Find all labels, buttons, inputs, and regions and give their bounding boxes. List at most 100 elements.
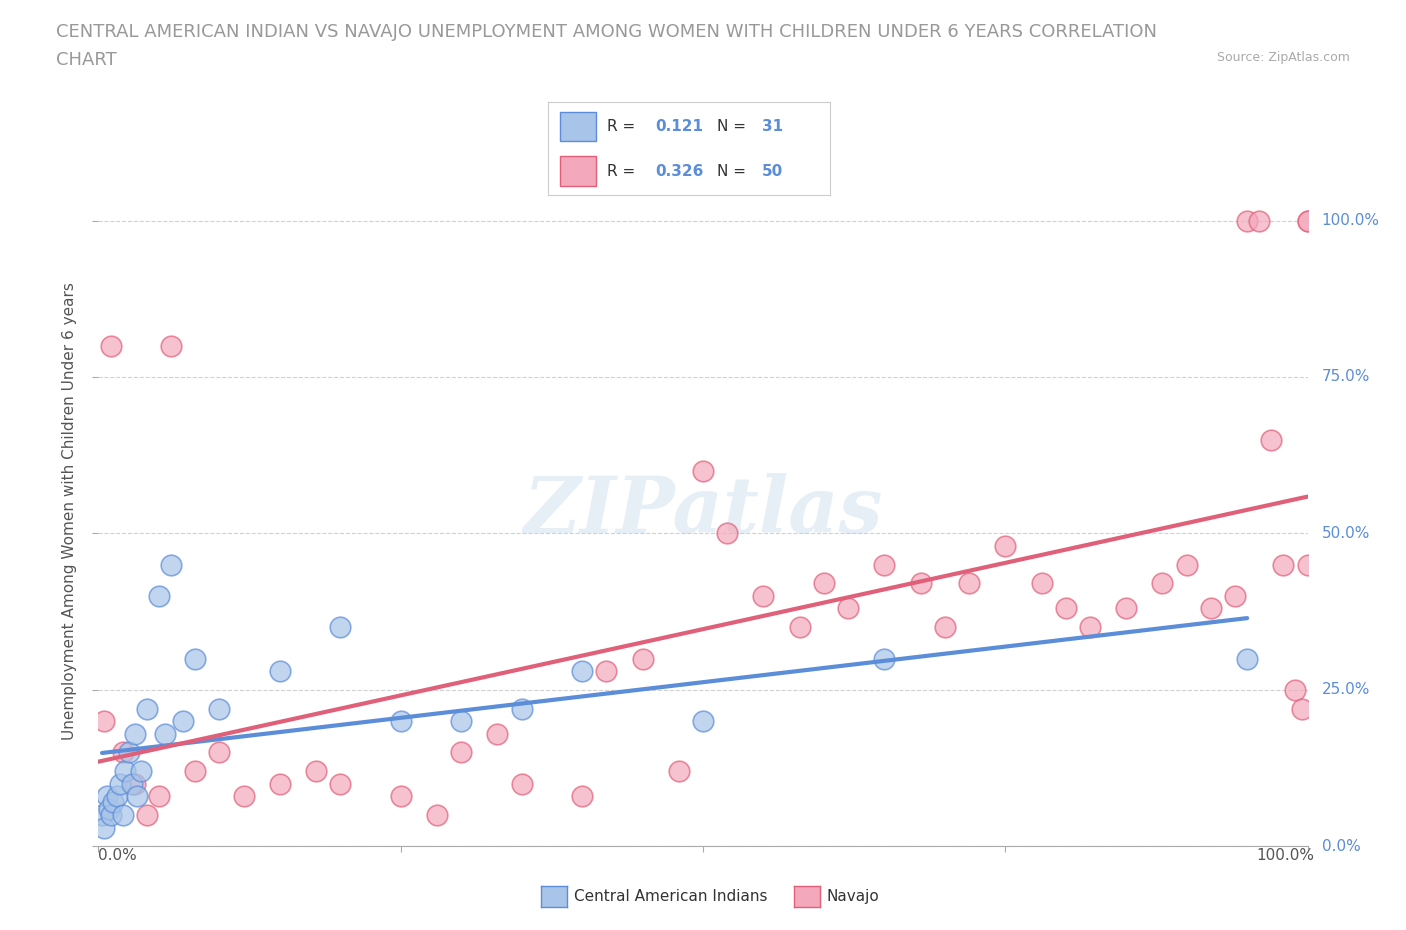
Text: ZIPatlas: ZIPatlas: [523, 473, 883, 550]
Text: CENTRAL AMERICAN INDIAN VS NAVAJO UNEMPLOYMENT AMONG WOMEN WITH CHILDREN UNDER 6: CENTRAL AMERICAN INDIAN VS NAVAJO UNEMPL…: [56, 23, 1157, 41]
Text: 100.0%: 100.0%: [1257, 848, 1315, 863]
Point: [1296, 213, 1319, 228]
Text: 75.0%: 75.0%: [1322, 369, 1369, 384]
Point: [631, 651, 654, 666]
Point: [148, 589, 170, 604]
Text: N =: N =: [717, 119, 751, 134]
Point: [111, 807, 134, 822]
Point: [1236, 213, 1258, 228]
Bar: [560, 112, 596, 141]
Point: [100, 807, 122, 822]
Point: [269, 777, 291, 791]
Point: [389, 713, 412, 728]
Point: [1078, 619, 1101, 634]
Point: [486, 726, 509, 741]
Text: 0.121: 0.121: [655, 119, 703, 134]
Point: [160, 339, 183, 353]
Point: [1260, 432, 1282, 447]
Point: [1236, 651, 1258, 666]
Point: [692, 713, 714, 728]
Point: [329, 619, 352, 634]
Point: [111, 745, 134, 760]
Point: [98, 802, 121, 817]
Point: [450, 713, 472, 728]
Point: [121, 777, 143, 791]
Text: N =: N =: [717, 164, 751, 179]
Point: [595, 664, 617, 679]
Point: [105, 789, 128, 804]
Point: [96, 789, 118, 804]
Text: R =: R =: [607, 119, 641, 134]
Text: Central American Indians: Central American Indians: [574, 889, 768, 904]
Point: [135, 701, 157, 716]
Point: [510, 701, 533, 716]
Point: [389, 789, 412, 804]
Point: [1115, 601, 1137, 616]
Point: [1175, 557, 1198, 572]
Point: [129, 764, 152, 778]
Point: [837, 601, 859, 616]
Point: [789, 619, 811, 634]
Text: 31: 31: [762, 119, 783, 134]
Point: [668, 764, 690, 778]
Point: [1296, 213, 1319, 228]
Point: [184, 764, 207, 778]
Point: [1249, 213, 1271, 228]
Point: [135, 807, 157, 822]
Point: [208, 745, 231, 760]
Point: [934, 619, 956, 634]
Point: [426, 807, 449, 822]
Text: 0.0%: 0.0%: [1322, 839, 1361, 854]
Point: [329, 777, 352, 791]
Point: [114, 764, 136, 778]
Point: [1296, 557, 1319, 572]
Point: [101, 795, 124, 810]
Point: [305, 764, 328, 778]
Point: [93, 820, 115, 835]
Point: [148, 789, 170, 804]
Text: 0.326: 0.326: [655, 164, 703, 179]
Y-axis label: Unemployment Among Women with Children Under 6 years: Unemployment Among Women with Children U…: [62, 283, 77, 740]
Point: [510, 777, 533, 791]
Point: [692, 463, 714, 478]
Point: [450, 745, 472, 760]
Point: [208, 701, 231, 716]
Point: [873, 557, 896, 572]
Point: [124, 726, 146, 741]
Point: [1272, 557, 1295, 572]
Point: [108, 777, 131, 791]
Point: [160, 557, 183, 572]
Point: [232, 789, 254, 804]
Point: [1284, 683, 1306, 698]
Point: [127, 789, 149, 804]
Point: [1152, 576, 1174, 591]
Point: [91, 807, 114, 822]
Point: [184, 651, 207, 666]
Point: [1199, 601, 1222, 616]
Point: [957, 576, 980, 591]
Text: 0.0%: 0.0%: [98, 848, 138, 863]
Point: [93, 713, 115, 728]
Text: 50: 50: [762, 164, 783, 179]
Text: 100.0%: 100.0%: [1322, 213, 1379, 228]
Point: [910, 576, 932, 591]
Point: [571, 789, 593, 804]
Point: [1223, 589, 1246, 604]
Point: [118, 745, 141, 760]
Point: [873, 651, 896, 666]
Text: Source: ZipAtlas.com: Source: ZipAtlas.com: [1216, 51, 1350, 64]
Point: [269, 664, 291, 679]
Point: [813, 576, 835, 591]
Point: [124, 777, 146, 791]
Text: 25.0%: 25.0%: [1322, 683, 1369, 698]
Point: [1291, 701, 1313, 716]
Text: Navajo: Navajo: [827, 889, 880, 904]
Point: [1031, 576, 1053, 591]
Text: R =: R =: [607, 164, 641, 179]
Point: [994, 538, 1017, 553]
Text: CHART: CHART: [56, 51, 117, 69]
Point: [100, 339, 122, 353]
Point: [153, 726, 176, 741]
Text: 50.0%: 50.0%: [1322, 525, 1369, 541]
Point: [716, 526, 738, 541]
